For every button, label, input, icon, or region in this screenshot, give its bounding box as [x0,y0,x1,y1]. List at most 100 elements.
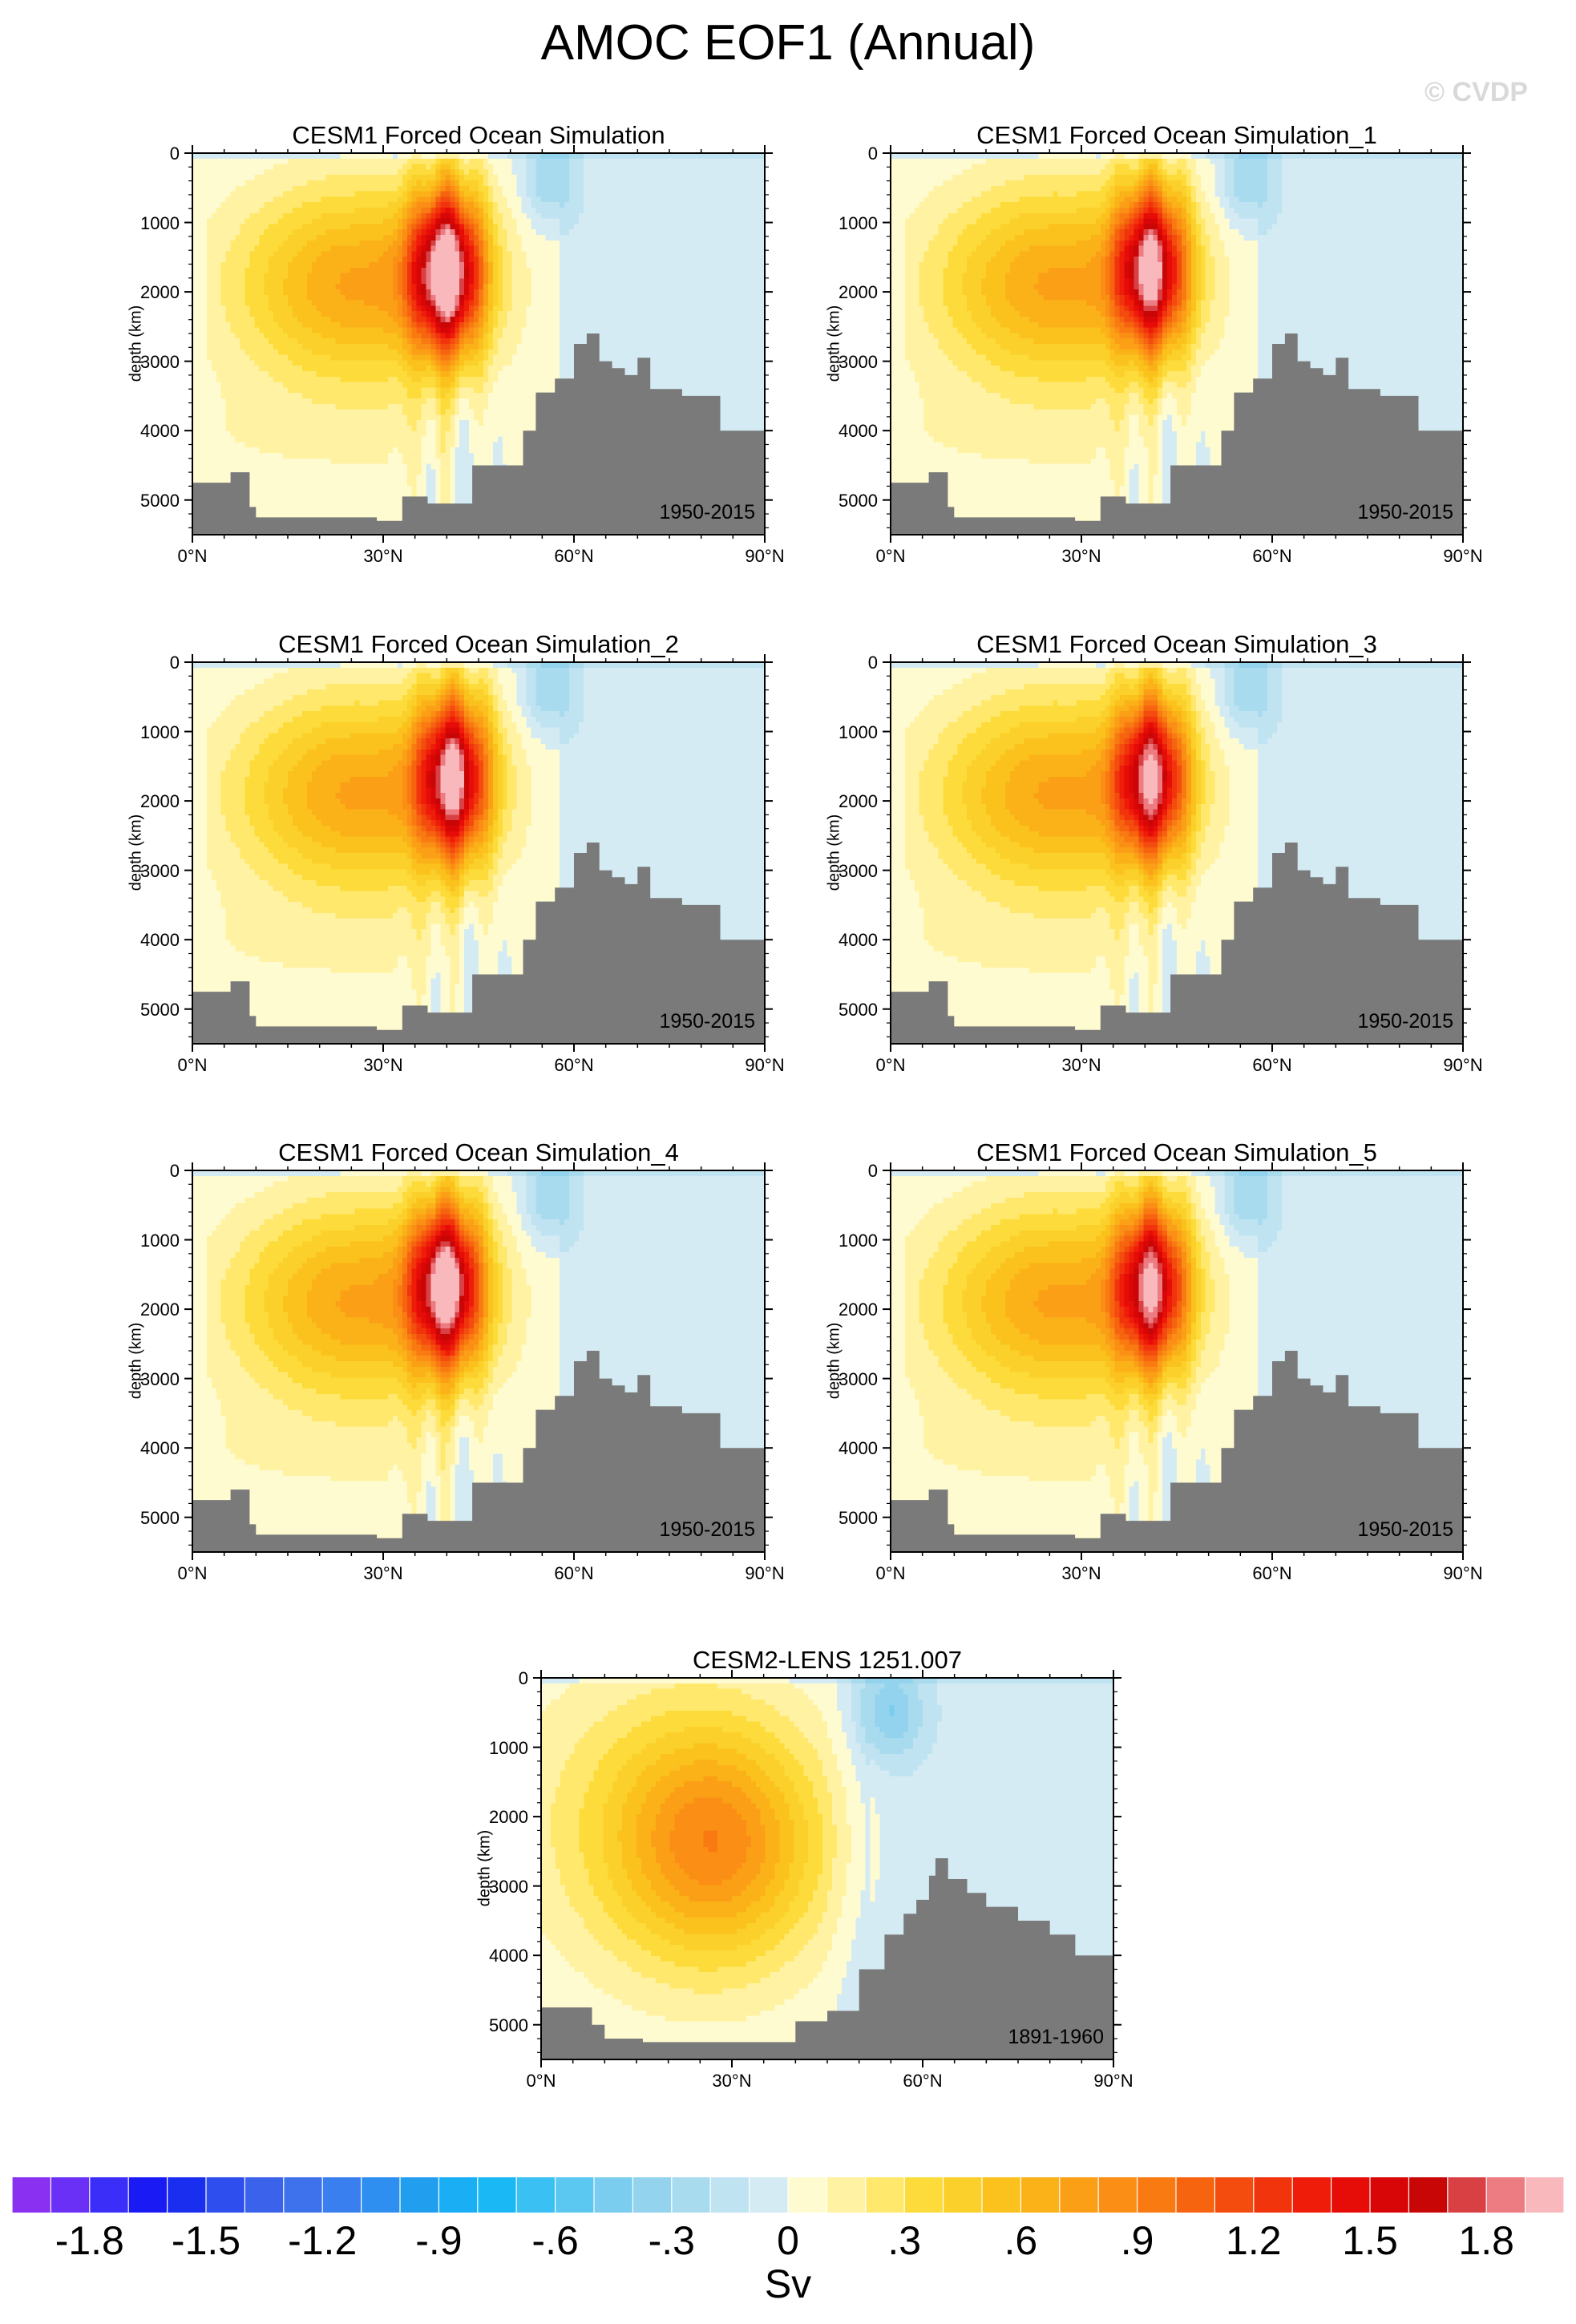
field-cell [397,300,403,306]
field-cell [288,251,293,257]
field-cell [240,426,246,432]
field-cell [497,311,503,317]
field-cell [421,235,427,241]
field-cell [497,447,503,454]
field-cell [469,426,475,432]
field-cell [426,453,432,459]
field-cell [402,333,408,339]
field-cell [297,257,303,263]
field-cell [335,463,341,470]
field-cell [273,257,279,263]
field-cell [392,409,398,415]
field-cell [297,196,303,203]
field-cell [479,398,484,405]
field-cell [321,453,327,459]
field-cell [330,496,337,503]
field-cell [220,333,227,339]
field-cell [211,169,217,176]
field-cell [430,463,437,470]
field-cell [526,398,532,405]
field-cell [392,485,398,492]
field-cell [369,403,374,410]
field-cell [374,398,379,405]
field-cell [464,458,470,465]
field-cell [311,403,317,410]
field-cell [335,180,341,187]
field-cell [345,164,350,170]
field-cell [278,262,284,269]
field-cell [288,169,293,176]
field-cell [464,212,470,220]
field-cell [306,164,313,170]
field-cell [402,491,408,497]
field-cell [220,300,227,306]
field-cell [311,480,317,487]
field-cell [325,475,332,481]
field-cell [445,229,451,236]
field-cell [364,208,370,214]
field-cell [264,240,269,247]
field-cell [225,158,232,165]
field-cell [240,278,246,285]
field-cell [350,475,355,481]
field-cell [269,212,274,220]
field-cell [469,229,475,236]
field-cell [316,507,322,514]
field-cell [278,485,284,492]
field-cell [492,458,499,465]
field-cell [345,354,350,361]
field-cell [254,414,260,421]
field-cell [497,371,503,378]
field-cell [330,294,337,301]
field-cell [402,196,408,203]
field-cell [330,240,337,247]
field-cell [369,426,374,432]
field-cell [435,262,441,269]
field-cell [387,235,394,241]
field-cell [316,475,322,481]
field-cell [402,453,408,459]
field-cell [531,158,536,165]
field-cell [507,191,513,197]
field-cell [269,333,274,339]
field-cell [483,164,489,170]
field-cell [445,257,451,263]
field-cell [464,240,470,247]
field-cell [426,273,432,279]
field-cell [397,180,403,187]
field-cell [416,196,422,203]
field-cell [340,153,346,160]
field-cell [445,426,451,432]
field-cell [497,284,503,290]
field-cell [374,284,379,290]
field-cell [206,208,212,214]
field-cell [330,273,337,279]
field-cell [531,240,536,247]
field-cell [350,235,355,241]
field-cell [483,284,489,290]
field-cell [502,360,508,366]
field-cell [364,458,370,465]
field-cell [244,240,250,247]
field-cell [526,327,532,333]
field-cell [426,469,432,475]
field-cell [397,366,403,372]
field-cell [511,294,518,301]
field-cell [235,185,241,192]
field-cell [479,354,484,361]
field-cell [492,349,499,356]
field-cell [369,196,374,203]
field-cell [345,382,350,388]
field-cell [254,191,260,197]
field-cell [455,212,460,220]
field-cell [421,426,427,432]
field-cell [264,469,269,475]
field-cell [430,158,437,165]
field-cell [455,327,460,333]
field-cell [397,191,403,197]
field-cell [288,366,293,372]
field-cell [297,229,303,236]
field-cell [464,208,470,214]
field-cell [450,414,455,421]
field-cell [269,430,274,438]
